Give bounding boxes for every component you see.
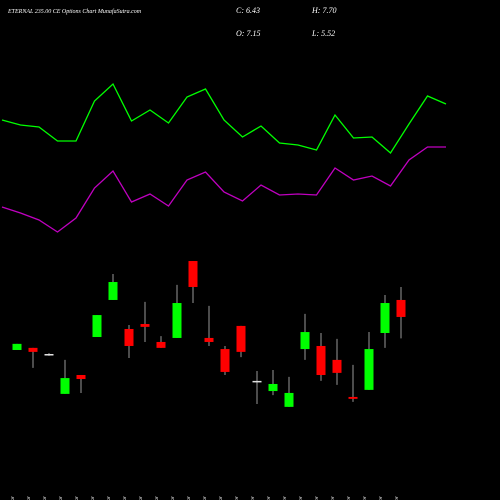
candle-body: [172, 303, 182, 338]
indicator-line: [1, 82, 447, 154]
candle-body: [124, 328, 134, 346]
candle-body: [236, 325, 246, 352]
x-tick-label: 11 Apr: [346, 495, 352, 500]
candle-body: [220, 349, 230, 372]
candle-body: [140, 324, 150, 327]
stat-close: C: 6.43: [236, 6, 260, 15]
x-tick-label: 12 Mar: [58, 495, 64, 500]
stat-low: L: 5.52: [311, 29, 335, 38]
candle-body: [380, 303, 390, 333]
x-tick-label: 20 Mar: [138, 495, 144, 500]
candle-body: [332, 359, 342, 373]
x-tick-label: 09 Mar: [10, 495, 16, 500]
candle-body: [188, 261, 198, 287]
x-tick-label: 21 Mar: [154, 495, 160, 500]
x-tick-label: 07 Apr: [298, 495, 304, 500]
x-tick-label: 26 Mar: [202, 495, 208, 500]
indicator-line: [1, 146, 446, 233]
x-tick-label: 15 Apr: [362, 495, 368, 500]
x-tick-label: 11 Mar: [42, 495, 48, 500]
candle-body: [108, 282, 118, 300]
candle-body: [92, 315, 102, 338]
candle-body: [60, 378, 70, 394]
x-tick-label: 09 Apr: [330, 495, 336, 500]
x-tick-label: 01 Apr: [234, 495, 240, 500]
x-tick-label: 18 Mar: [106, 495, 112, 500]
candle-body: [284, 392, 294, 407]
chart-title: ETERNAL 235.00 CE Options Chart MunafaSu…: [7, 8, 142, 15]
x-tick-label: 08 Apr: [314, 495, 320, 500]
x-tick-label: 13 Mar: [74, 495, 80, 500]
candle-body: [76, 375, 86, 380]
stat-open: O: 7.15: [236, 29, 260, 38]
x-tick-label: 25 Mar: [186, 495, 192, 500]
x-tick-label: 02 Apr: [250, 495, 256, 500]
candle-body: [28, 347, 38, 352]
x-tick-label: 03 Apr: [266, 495, 272, 500]
candle-body: [300, 332, 310, 350]
candle-body: [396, 299, 406, 317]
candle-body: [12, 343, 22, 350]
candle-body: [252, 380, 262, 383]
x-tick-label: 17 Mar: [90, 495, 96, 500]
candle-body: [268, 383, 278, 392]
candle-body: [156, 341, 166, 348]
stat-high: H: 7.70: [311, 6, 336, 15]
x-tick-label: 04 Apr: [281, 495, 288, 500]
x-tick-label: 17 Apr: [394, 495, 400, 500]
x-tick-label: 16 Apr: [378, 495, 384, 500]
x-tick-label: 19 Mar: [122, 495, 128, 500]
candle-body: [348, 396, 358, 399]
x-tick-label: 10 Mar: [26, 495, 32, 500]
x-tick-label: 27 Mar: [218, 495, 224, 500]
x-tick-label: 24 Mar: [169, 495, 176, 500]
candle-body: [364, 349, 374, 390]
candle-body: [44, 354, 54, 356]
candle-body: [316, 345, 326, 376]
candle-body: [204, 337, 214, 342]
